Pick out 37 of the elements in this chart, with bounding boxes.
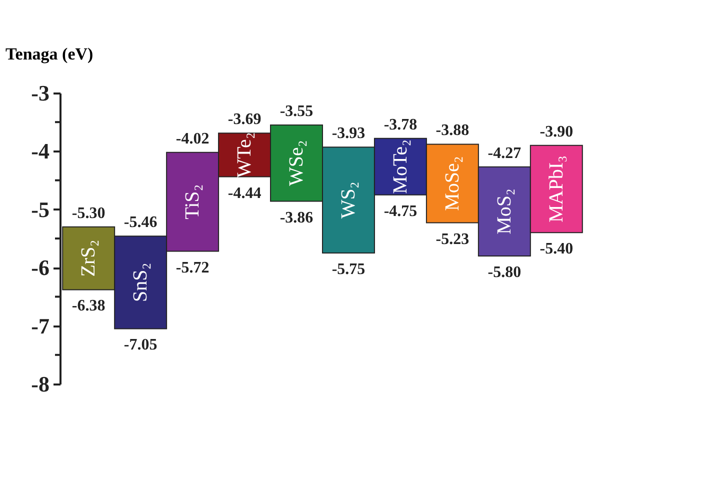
y-tick-label: -4 [31,138,50,164]
annotation: -5.40 [540,240,574,258]
annotation: -4.02 [176,130,210,148]
annotation: -4.75 [384,202,418,220]
annotation: -3.88 [436,122,470,140]
annotation: -5.30 [72,204,106,222]
annotation: -3.69 [228,111,262,128]
x-tick-label: WS₂ [337,182,360,219]
annotation: -5.75 [332,261,366,278]
y-axis-title: Tenaga (eV) [6,44,94,64]
x-tick-label: SnS₂ [130,262,152,302]
annotation: -6.38 [72,298,106,315]
y-tick-label: -5 [31,196,50,222]
annotation: -3.90 [540,123,574,140]
annotation: -5.46 [124,214,158,232]
x-tick-label: MAPbI₃ [545,156,568,223]
x-tick-label: TiS₂ [182,184,204,220]
x-tick-label: MoS₂ [493,188,516,234]
x-tick-label: WTe₂ [234,132,256,178]
y-tick-label: -3 [31,80,50,106]
annotation: -5.23 [436,230,470,248]
x-tick-label: WSe₂ [286,140,308,186]
annotation: -4.27 [488,144,522,162]
annotation: -4.44 [228,184,262,202]
y-tick-label: -6 [31,255,50,280]
annotation: -3.78 [384,116,418,134]
annotation: -7.05 [124,336,158,354]
y-tick-label: -7 [31,313,50,338]
annotation: -3.55 [280,103,314,120]
y-tick-label: -8 [31,372,50,396]
x-tick-label: ZrS₂ [78,240,100,277]
annotation: -3.93 [332,125,366,142]
annotation: -5.72 [176,259,210,276]
x-tick-label: MoTe₂ [389,139,412,194]
annotation: -3.86 [280,209,314,226]
x-tick-label: MoSe₂ [441,156,464,211]
annotation: -5.80 [488,264,522,281]
